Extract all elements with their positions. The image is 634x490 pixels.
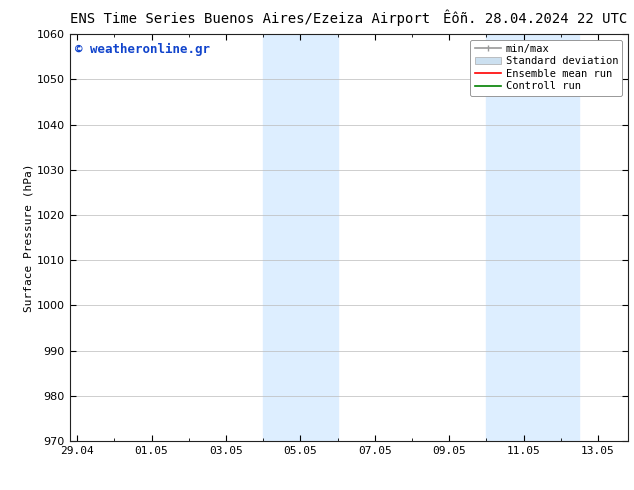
Text: Êôñ. 28.04.2024 22 UTC: Êôñ. 28.04.2024 22 UTC [443,12,628,26]
Y-axis label: Surface Pressure (hPa): Surface Pressure (hPa) [24,163,34,312]
Legend: min/max, Standard deviation, Ensemble mean run, Controll run: min/max, Standard deviation, Ensemble me… [470,40,623,96]
Text: © weatheronline.gr: © weatheronline.gr [75,43,210,55]
Bar [281,34,337,441]
Bar [516,34,579,441]
Bar [263,34,281,441]
Text: ENS Time Series Buenos Aires/Ezeiza Airport: ENS Time Series Buenos Aires/Ezeiza Airp… [70,12,430,26]
Bar [486,34,516,441]
